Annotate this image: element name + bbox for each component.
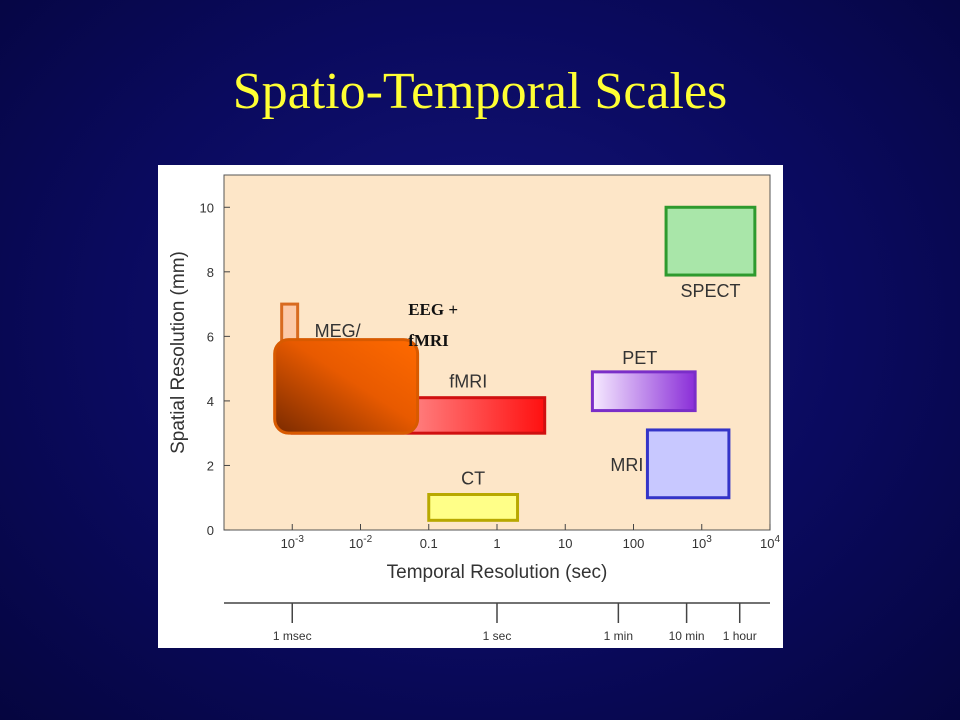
region-label-mri: MRI [610,455,643,475]
time-axis-label: 1 hour [723,629,757,643]
region-label-meg: MEG/ [315,321,361,341]
x-tick-label: 103 [692,534,712,551]
region-pet [590,370,697,413]
x-tick-label: 0.1 [420,536,438,551]
x-tick-label: 1 [493,536,500,551]
x-tick-label: 104 [760,534,780,551]
region-label-spect: SPECT [680,281,740,301]
time-axis-label: 1 min [604,629,633,643]
overlay-label-fmri: fMRI [408,331,449,350]
region-eeg-fmri [273,338,420,435]
time-axis-label: 10 min [669,629,705,643]
time-axis-label: 1 sec [483,629,512,643]
region-ct [427,493,520,522]
region-label-ct: CT [461,469,485,489]
x-tick-label: 10 [558,536,572,551]
x-tick-label: 100 [623,536,645,551]
region-label-fmri: fMRI [449,372,487,392]
x-axis-title: Temporal Resolution (sec) [387,562,608,583]
y-tick-label: 6 [207,329,214,344]
spatio-temporal-chart: 0 2 4 6 8 10 10-3 10-2 0.1 1 10 100 103 104 SPECT PET MR… [168,174,780,643]
y-tick-label: 2 [207,458,214,473]
time-axis-label: 1 msec [273,629,312,643]
figure-panel: 0 2 4 6 8 10 10-3 10-2 0.1 1 10 100 103 104 SPECT PET MR… [158,165,783,648]
region-spect [664,205,757,277]
y-tick-label: 0 [207,523,214,538]
region-mri [645,428,731,500]
overlay-label-eeg: EEG + [408,300,458,319]
slide-title: Spatio-Temporal Scales [232,63,728,120]
y-tick-label: 4 [207,394,214,409]
y-axis-title: Spatial Resolution (mm) [168,251,189,454]
region-label-pet: PET [622,348,657,368]
x-tick-label: 10-2 [349,534,373,551]
y-tick-label: 8 [207,265,214,280]
x-tick-label: 10-3 [281,534,305,551]
y-tick-label: 10 [200,200,214,215]
